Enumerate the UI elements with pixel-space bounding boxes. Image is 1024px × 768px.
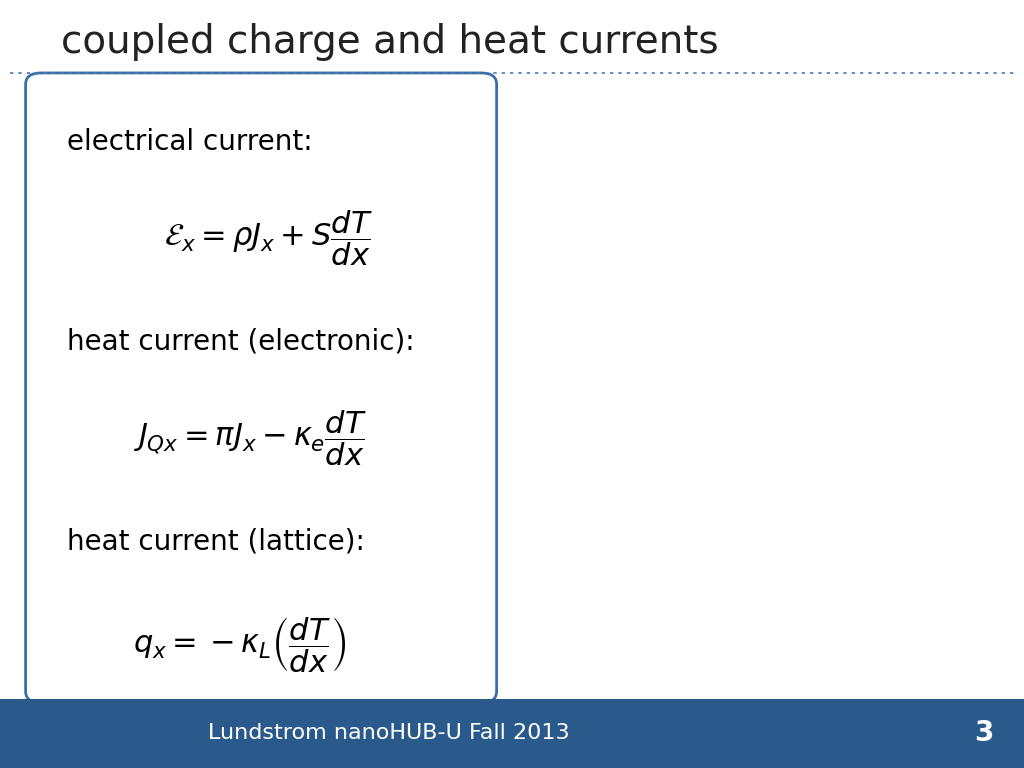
Text: $J_{Qx} = \pi J_x - \kappa_e \dfrac{dT}{dx}$: $J_{Qx} = \pi J_x - \kappa_e \dfrac{dT}{… — [133, 408, 367, 468]
Text: 3: 3 — [974, 720, 993, 747]
Text: heat current (lattice):: heat current (lattice): — [67, 528, 365, 555]
FancyBboxPatch shape — [0, 699, 1024, 768]
Text: coupled charge and heat currents: coupled charge and heat currents — [61, 23, 719, 61]
Text: heat current (electronic):: heat current (electronic): — [67, 328, 414, 356]
Text: $\mathcal{E}_x = \rho J_x + S\dfrac{dT}{dx}$: $\mathcal{E}_x = \rho J_x + S\dfrac{dT}{… — [164, 208, 373, 268]
Text: $q_x = -\kappa_L \left(\dfrac{dT}{dx}\right)$: $q_x = -\kappa_L \left(\dfrac{dT}{dx}\ri… — [133, 615, 347, 675]
Text: electrical current:: electrical current: — [67, 128, 312, 156]
FancyBboxPatch shape — [26, 73, 497, 703]
Text: Lundstrom nanoHUB-U Fall 2013: Lundstrom nanoHUB-U Fall 2013 — [208, 723, 570, 743]
